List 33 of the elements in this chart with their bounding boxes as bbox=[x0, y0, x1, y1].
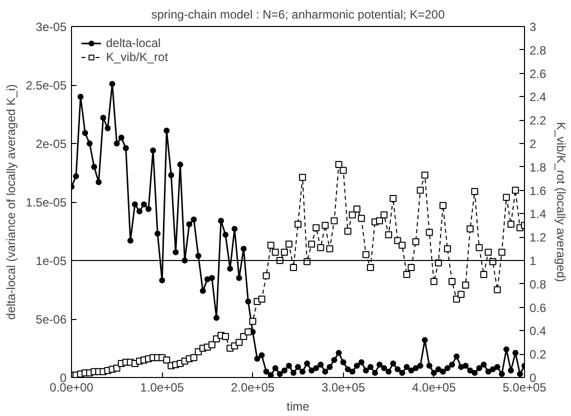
x-tick-label: 1.0e+05 bbox=[140, 380, 184, 394]
y2-tick-label: 0.2 bbox=[530, 348, 547, 362]
y-tick-label: 1e-05 bbox=[36, 254, 67, 268]
y2-tick-label: 1 bbox=[530, 254, 536, 268]
y2-tick-label: 1.8 bbox=[530, 160, 547, 174]
y2-tick-label: 2.8 bbox=[530, 43, 547, 58]
y2-tick-label: 0.6 bbox=[530, 300, 547, 315]
y-tick-label: 2e-05 bbox=[36, 137, 67, 151]
y2-axis-title: K_vib/K_rot (locally averaged) bbox=[554, 122, 568, 282]
x-tick-label: 5.0e+05 bbox=[502, 380, 547, 394]
y2-tick-label: 1.6 bbox=[530, 184, 547, 198]
y2-tick-label: 1.2 bbox=[530, 230, 547, 245]
y2-tick-label: 1.4 bbox=[530, 207, 547, 222]
y-tick-label: 1.5e-05 bbox=[26, 196, 67, 210]
y-tick-label: 3e-05 bbox=[36, 20, 67, 34]
y2-tick-label: 2 bbox=[530, 137, 536, 151]
x-tick-label: 3.0e+05 bbox=[321, 380, 366, 394]
y2-tick-label: 3 bbox=[530, 20, 536, 34]
legend-label: delta-local bbox=[106, 36, 161, 50]
x-tick-label: 0.0e+00 bbox=[50, 380, 94, 394]
y-tick-label: 2.5e-05 bbox=[26, 78, 67, 92]
x-axis-title: time bbox=[286, 400, 310, 414]
chart-title: spring-chain model : N=6; anharmonic potential; K=200 bbox=[151, 8, 446, 22]
y2-tick-label: 0.8 bbox=[530, 277, 547, 292]
y2-tick-label: 0.4 bbox=[530, 324, 547, 338]
y2-tick-label: 2.4 bbox=[530, 90, 547, 104]
y2-tick-label: 2.2 bbox=[530, 114, 547, 128]
legend-label: K_vib/K_rot bbox=[106, 50, 168, 64]
y-tick-label: 5e-06 bbox=[36, 312, 67, 326]
x-tick-label: 2.0e+05 bbox=[230, 380, 275, 394]
y2-tick-label: 2.6 bbox=[530, 66, 547, 81]
y-axis-title: delta-local (variance of locally averaged K_i) bbox=[4, 84, 18, 320]
x-tick-label: 4.0e+05 bbox=[412, 380, 456, 394]
